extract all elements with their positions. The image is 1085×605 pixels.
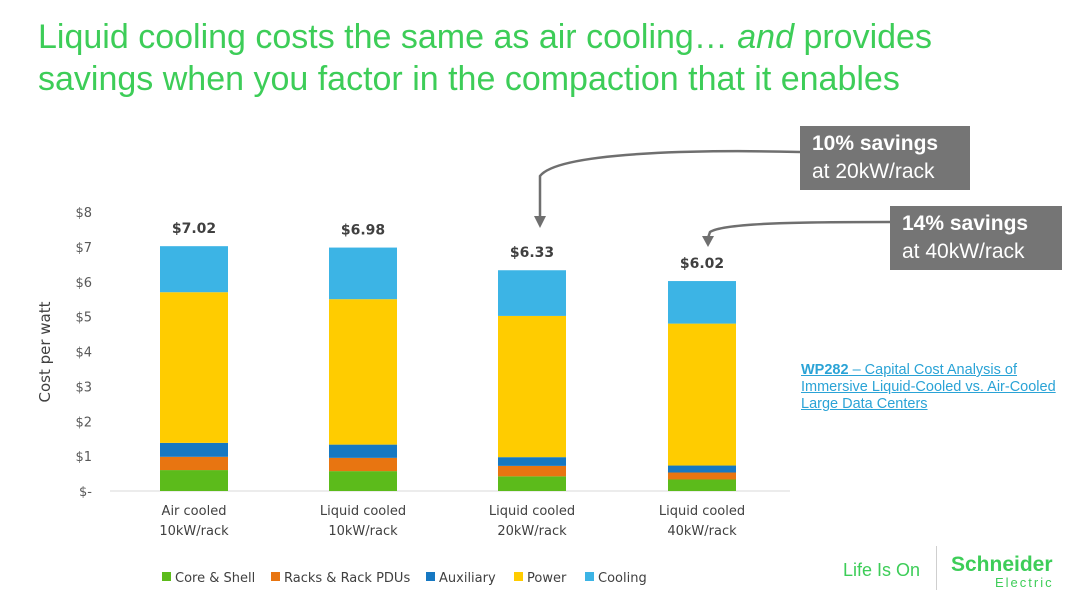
y-tick-label: $7	[75, 241, 92, 256]
legend-swatch	[162, 572, 171, 581]
bar-segment	[498, 465, 566, 477]
total-label: $6.02	[680, 256, 724, 272]
total-label: $7.02	[172, 221, 216, 237]
y-tick-label: $4	[75, 346, 92, 361]
legend-label: Power	[527, 571, 567, 586]
title-part1: Liquid cooling costs the same as air coo…	[38, 18, 738, 56]
legend-swatch	[271, 572, 280, 581]
bar-segment	[668, 323, 736, 466]
callout-arrow-2-head	[702, 236, 714, 247]
legend-label: Auxiliary	[439, 571, 496, 586]
x-tick-label: Liquid cooled	[320, 504, 406, 519]
reference-code: WP282	[801, 362, 849, 378]
title-emphasis: and	[737, 18, 794, 56]
y-tick-label: $6	[75, 276, 92, 291]
callout-savings-40kw: 14% savings at 40kW/rack	[890, 206, 1062, 270]
bar-segment	[668, 465, 736, 473]
legend: Core & Shell Racks & Rack PDUs Auxiliary Po…	[162, 571, 647, 586]
bar-segment	[329, 247, 397, 300]
bar-segment	[160, 246, 228, 293]
callout-2-bold: 14% savings	[902, 212, 1029, 235]
bar-segment	[668, 281, 736, 324]
schneider-logo: Schneider Electric	[951, 554, 1054, 590]
legend-label: Core & Shell	[175, 571, 255, 586]
callout-2-text: at 40kW/rack	[902, 240, 1025, 263]
reference-text: – Capital Cost Analysis of Immersive Liq…	[801, 362, 1056, 412]
title-part2: provides savings when you factor in the …	[38, 18, 932, 98]
y-tick-label: $2	[75, 415, 92, 430]
callout-arrows	[534, 149, 891, 247]
bars	[160, 246, 736, 491]
callout-arrow-1	[538, 149, 801, 218]
bar-segment	[498, 476, 566, 491]
y-axis-label: Cost per watt	[36, 301, 54, 402]
logo-line1: Schneider	[951, 553, 1053, 576]
x-tick-label: Air cooled	[162, 504, 227, 519]
x-tick-label: Liquid cooled	[489, 504, 575, 519]
bar-segment	[498, 457, 566, 466]
page-title: Liquid cooling costs the same as air coo…	[38, 16, 1048, 100]
bar-segment	[160, 456, 228, 471]
callout-arrow-2	[706, 220, 891, 239]
total-label: $6.33	[510, 245, 554, 261]
legend-label: Racks & Rack PDUs	[284, 571, 410, 586]
callout-arrow-1-head	[534, 216, 546, 228]
bar-segment	[498, 270, 566, 316]
y-tick-label: $-	[79, 485, 92, 500]
callout-savings-20kw: 10% savings at 20kW/rack	[800, 126, 970, 190]
reference-link[interactable]: WP282 – Capital Cost Analysis of Immersi…	[801, 362, 1063, 413]
bar-segment	[329, 444, 397, 458]
legend-swatch	[585, 572, 594, 581]
footer-divider	[936, 546, 937, 590]
bar-segment	[329, 457, 397, 472]
x-tick-label: 20kW/rack	[497, 524, 567, 539]
legend-swatch	[426, 572, 435, 581]
callout-1-text: at 20kW/rack	[812, 160, 935, 183]
y-tick-label: $1	[75, 450, 92, 465]
bar-segment	[329, 299, 397, 445]
x-tick-label: 40kW/rack	[667, 524, 737, 539]
total-label: $6.98	[341, 223, 385, 239]
y-tick-label: $8	[75, 206, 92, 221]
logo-line2: Electric	[995, 575, 1054, 590]
bar-segment	[498, 315, 566, 458]
x-tick-label: 10kW/rack	[159, 524, 229, 539]
total-labels: $7.02 $6.98 $6.33 $6.02	[172, 221, 724, 272]
bar-segment	[160, 442, 228, 457]
bar-segment	[329, 471, 397, 491]
x-axis-labels: Air cooled 10kW/rack Liquid cooled 10kW/rac…	[159, 504, 745, 539]
life-is-on-tagline: Life Is On	[843, 560, 921, 580]
bar-segment	[668, 479, 736, 491]
y-tick-label: $3	[75, 380, 92, 395]
bar-segment	[668, 472, 736, 480]
y-tick-label: $5	[75, 311, 92, 326]
legend-label: Cooling	[598, 571, 647, 586]
x-tick-label: 10kW/rack	[328, 524, 398, 539]
bar-segment	[160, 470, 228, 491]
callout-1-bold: 10% savings	[812, 132, 939, 155]
x-tick-label: Liquid cooled	[659, 504, 745, 519]
bar-segment	[160, 292, 228, 443]
legend-swatch	[514, 572, 523, 581]
